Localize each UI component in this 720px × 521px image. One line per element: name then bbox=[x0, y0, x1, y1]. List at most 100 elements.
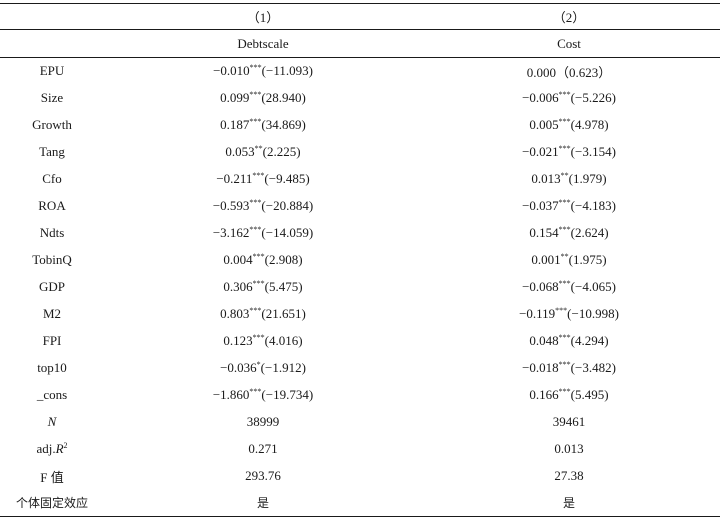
table-row: GDP 0.306***(5.475) −0.068***(−4.065) bbox=[0, 274, 720, 301]
fe-value-1: 是 bbox=[256, 496, 269, 511]
col-name-1: Debtscale bbox=[237, 35, 289, 51]
coef: 0.013 bbox=[531, 171, 561, 186]
t-stat: (−14.059) bbox=[261, 225, 314, 240]
col2-cell: −0.119***(−10.998) bbox=[418, 301, 720, 328]
stars: *** bbox=[558, 198, 571, 207]
coef: 0.166 bbox=[529, 387, 559, 402]
coef: −0.593 bbox=[212, 198, 250, 213]
col2-cell: 0.000（0.623） bbox=[418, 58, 720, 85]
stars: * bbox=[256, 360, 261, 369]
row-label: GDP bbox=[38, 279, 65, 294]
t-stat: (−3.154) bbox=[570, 144, 616, 159]
col-name-2: Cost bbox=[557, 35, 581, 51]
t-stat: (4.978) bbox=[570, 117, 609, 132]
stats-row-n: N 38999 39461 bbox=[0, 409, 720, 436]
t-stat: (1.975) bbox=[568, 252, 607, 267]
col-number-2: （2） bbox=[552, 10, 586, 25]
table-row: Growth 0.187***(34.869) 0.005***(4.978) bbox=[0, 112, 720, 139]
col2-cell: −0.037***(−4.183) bbox=[418, 193, 720, 220]
col2-cell: −0.021***(−3.154) bbox=[418, 139, 720, 166]
coef: −1.860 bbox=[212, 387, 250, 402]
col1-cell: −0.010***(−11.093) bbox=[108, 58, 418, 85]
t-stat: (5.495) bbox=[570, 387, 609, 402]
table-row: _cons −1.860***(−19.734) 0.166***(5.495) bbox=[0, 382, 720, 409]
col1-cell: 0.123***(4.016) bbox=[108, 328, 418, 355]
col1-cell: −0.036*(−1.912) bbox=[108, 355, 418, 382]
coef: 0.048 bbox=[529, 333, 559, 348]
coef: −0.036 bbox=[220, 360, 257, 375]
header-blank bbox=[0, 4, 108, 30]
col2-cell: 0.013**(1.979) bbox=[418, 166, 720, 193]
coef: 0.306 bbox=[223, 279, 253, 294]
table-row: Tang 0.053**(2.225) −0.021***(−3.154) bbox=[0, 139, 720, 166]
stars: *** bbox=[558, 360, 571, 369]
t-stat: (28.940) bbox=[261, 90, 306, 105]
table-row: Ndts −3.162***(−14.059) 0.154***(2.624) bbox=[0, 220, 720, 247]
t-stat: (−3.482) bbox=[570, 360, 616, 375]
regression-table: （1） （2） Debtscale Cost EPU −0.010***(−11… bbox=[0, 3, 720, 517]
stars: *** bbox=[249, 225, 262, 234]
n-value-2: 39461 bbox=[552, 414, 586, 429]
coef: −0.119 bbox=[519, 306, 556, 321]
col2-cell: −0.006***(−5.226) bbox=[418, 85, 720, 112]
col1-cell: 0.803***(21.651) bbox=[108, 301, 418, 328]
header-row-names: Debtscale Cost bbox=[0, 30, 720, 58]
table-body: EPU −0.010***(−11.093) 0.000（0.623） Size… bbox=[0, 58, 720, 517]
t-stat: (4.016) bbox=[264, 333, 303, 348]
row-label: ROA bbox=[38, 198, 66, 213]
stars: *** bbox=[252, 333, 265, 342]
fe-label: 个体固定效应 bbox=[15, 496, 88, 511]
row-label: top10 bbox=[37, 360, 67, 375]
coef: −0.037 bbox=[522, 198, 559, 213]
t-stat: (−11.093) bbox=[261, 63, 313, 79]
stars: *** bbox=[558, 279, 571, 288]
coef: −0.010 bbox=[213, 63, 250, 79]
t-stat: (−19.734) bbox=[261, 387, 314, 402]
stars: *** bbox=[249, 198, 262, 207]
col1-cell: 0.053**(2.225) bbox=[108, 139, 418, 166]
t-stat: (−5.226) bbox=[570, 90, 616, 105]
header-row-numbers: （1） （2） bbox=[0, 3, 720, 30]
table-row: FPI 0.123***(4.016) 0.048***(4.294) bbox=[0, 328, 720, 355]
coef: −0.068 bbox=[522, 279, 559, 294]
row-label: _cons bbox=[36, 387, 68, 402]
col-number-1: （1） bbox=[246, 10, 280, 25]
stars: *** bbox=[249, 387, 262, 396]
stars: *** bbox=[558, 144, 571, 153]
n-value-1: 38999 bbox=[246, 414, 280, 429]
t-stat: (1.979) bbox=[568, 171, 607, 186]
t-stat: （0.623） bbox=[555, 64, 612, 80]
table-row: Cfo −0.211***(−9.485) 0.013**(1.979) bbox=[0, 166, 720, 193]
row-label: Ndts bbox=[39, 225, 65, 240]
stars: *** bbox=[558, 117, 571, 126]
col1-cell: 0.004***(2.908) bbox=[108, 247, 418, 274]
t-stat: (−9.485) bbox=[264, 171, 310, 186]
stars: *** bbox=[558, 387, 571, 396]
row-label: Cfo bbox=[42, 171, 62, 186]
coef: 0.001 bbox=[531, 252, 561, 267]
coef: 0.000 bbox=[526, 64, 556, 80]
stars: *** bbox=[249, 306, 262, 315]
row-label: Size bbox=[40, 90, 64, 105]
stars: *** bbox=[558, 333, 571, 342]
coef: 0.154 bbox=[529, 225, 559, 240]
t-stat: (4.294) bbox=[570, 333, 609, 348]
col1-cell: 0.306***(5.475) bbox=[108, 274, 418, 301]
col2-cell: 0.005***(4.978) bbox=[418, 112, 720, 139]
coef: 0.004 bbox=[223, 252, 253, 267]
col2-cell: −0.068***(−4.065) bbox=[418, 274, 720, 301]
col2-cell: 0.154***(2.624) bbox=[418, 220, 720, 247]
coef: 0.099 bbox=[220, 90, 250, 105]
f-value-1: 293.76 bbox=[245, 468, 281, 483]
col1-cell: 0.099***(28.940) bbox=[108, 85, 418, 112]
f-value-2: 27.38 bbox=[554, 468, 584, 483]
col2-cell: −0.018***(−3.482) bbox=[418, 355, 720, 382]
adjr2-value-2: 0.013 bbox=[554, 441, 584, 456]
table-row: TobinQ 0.004***(2.908) 0.001**(1.975) bbox=[0, 247, 720, 274]
t-stat: (2.225) bbox=[262, 144, 301, 159]
table-row: top10 −0.036*(−1.912) −0.018***(−3.482) bbox=[0, 355, 720, 382]
col2-cell: 0.048***(4.294) bbox=[418, 328, 720, 355]
adjr2-prefix: adj. bbox=[36, 441, 56, 456]
coef: 0.053 bbox=[225, 144, 255, 159]
coef: −3.162 bbox=[212, 225, 250, 240]
